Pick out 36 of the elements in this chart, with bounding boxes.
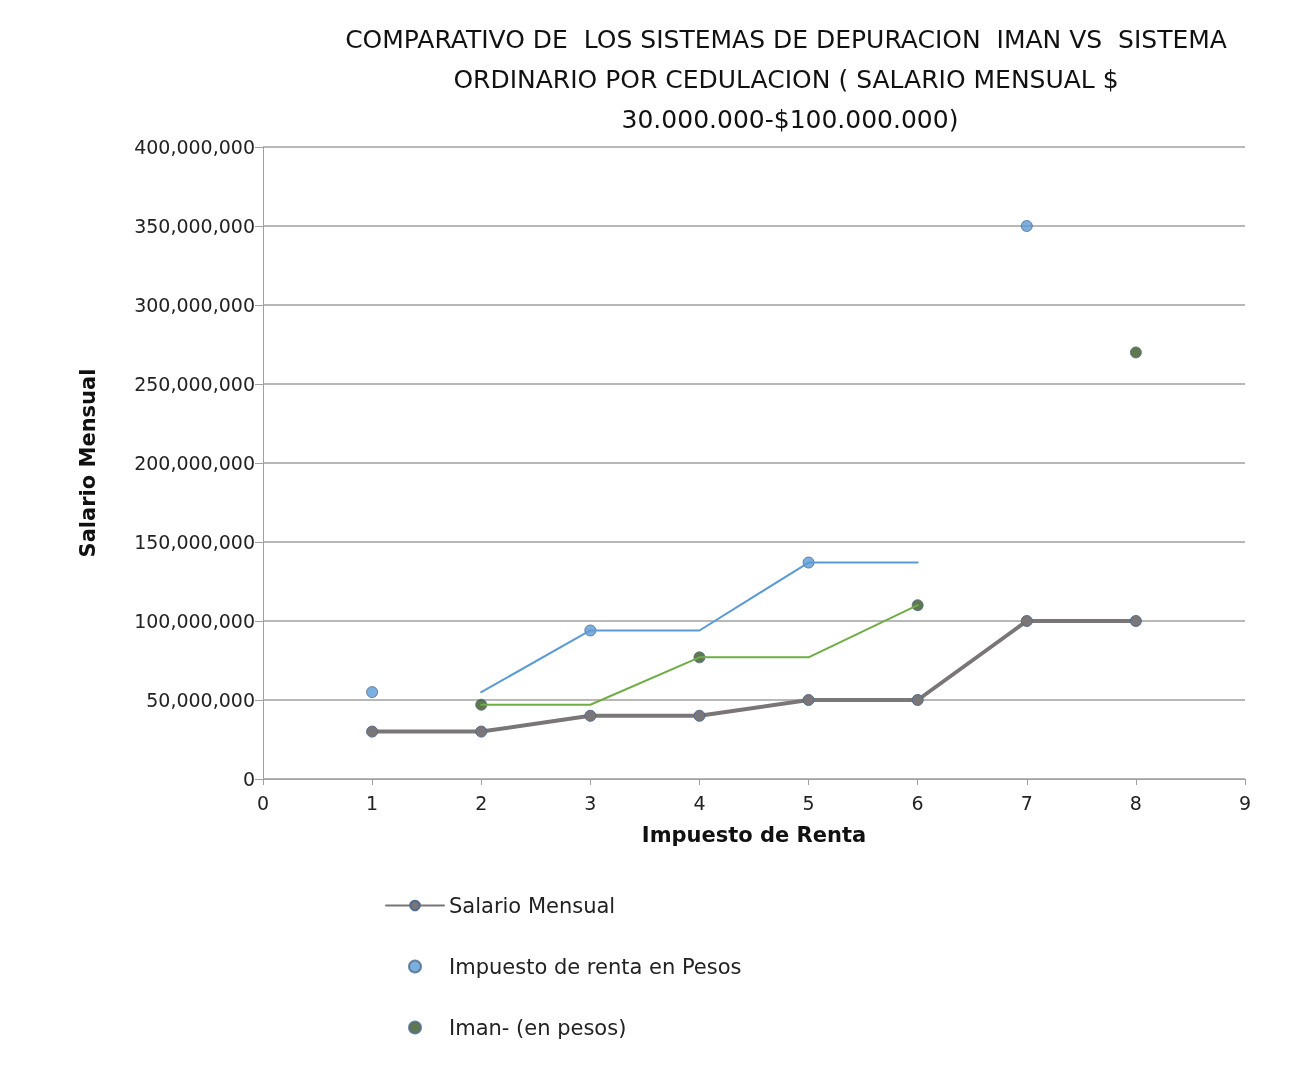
x-tick-label: 3 [584, 791, 597, 814]
y-axis-title: Salario Mensual [75, 368, 100, 558]
x-tick-label: 9 [1238, 791, 1252, 814]
y-tick-label: 200,000,000 [134, 452, 255, 474]
x-tick-label: 8 [1129, 791, 1142, 814]
x-tick-label: 7 [1020, 791, 1033, 814]
y-tick-label: 350,000,000 [134, 215, 255, 237]
point [1020, 615, 1033, 627]
x-tick-label: 6 [911, 791, 924, 814]
y-tick-label: 100,000,000 [134, 610, 255, 632]
point [366, 686, 379, 699]
y-tick-label: 250,000,000 [134, 373, 255, 395]
chart-title: COMPARATIVO DE LOS SISTEMAS DE DEPURACION IMAN VS SISTEMA ORDINARIO POR CEDULACION ( SALARIO MENSUAL $ 30.000.000-$100.000.000) [345, 24, 1235, 134]
y-tick-label: 400,000,000 [134, 136, 255, 158]
point [475, 725, 488, 738]
x-tick-label: 5 [802, 791, 815, 814]
legend-label: Iman- (en pesos) [449, 1015, 627, 1040]
x-tick-label: 1 [366, 791, 379, 814]
point [1020, 220, 1033, 232]
point [802, 694, 815, 706]
point [1129, 615, 1142, 627]
point [584, 709, 597, 722]
point [1129, 346, 1142, 359]
y-tick-label: 300,000,000 [134, 294, 255, 316]
legend-label: Salario Mensual [449, 893, 616, 918]
point [911, 694, 924, 706]
point [693, 709, 706, 722]
x-axis-title: Impuesto de Renta [641, 822, 867, 847]
x-tick-label: 4 [693, 791, 706, 814]
x-tick-label: 0 [256, 791, 270, 814]
legend-label: Impuesto de renta en Pesos [449, 954, 742, 979]
x-tick-label: 2 [475, 791, 488, 814]
y-tick-label: 0 [242, 768, 255, 790]
point [366, 725, 379, 738]
y-tick-label: 150,000,000 [134, 531, 255, 553]
y-tick-label: 50,000,000 [146, 689, 255, 711]
